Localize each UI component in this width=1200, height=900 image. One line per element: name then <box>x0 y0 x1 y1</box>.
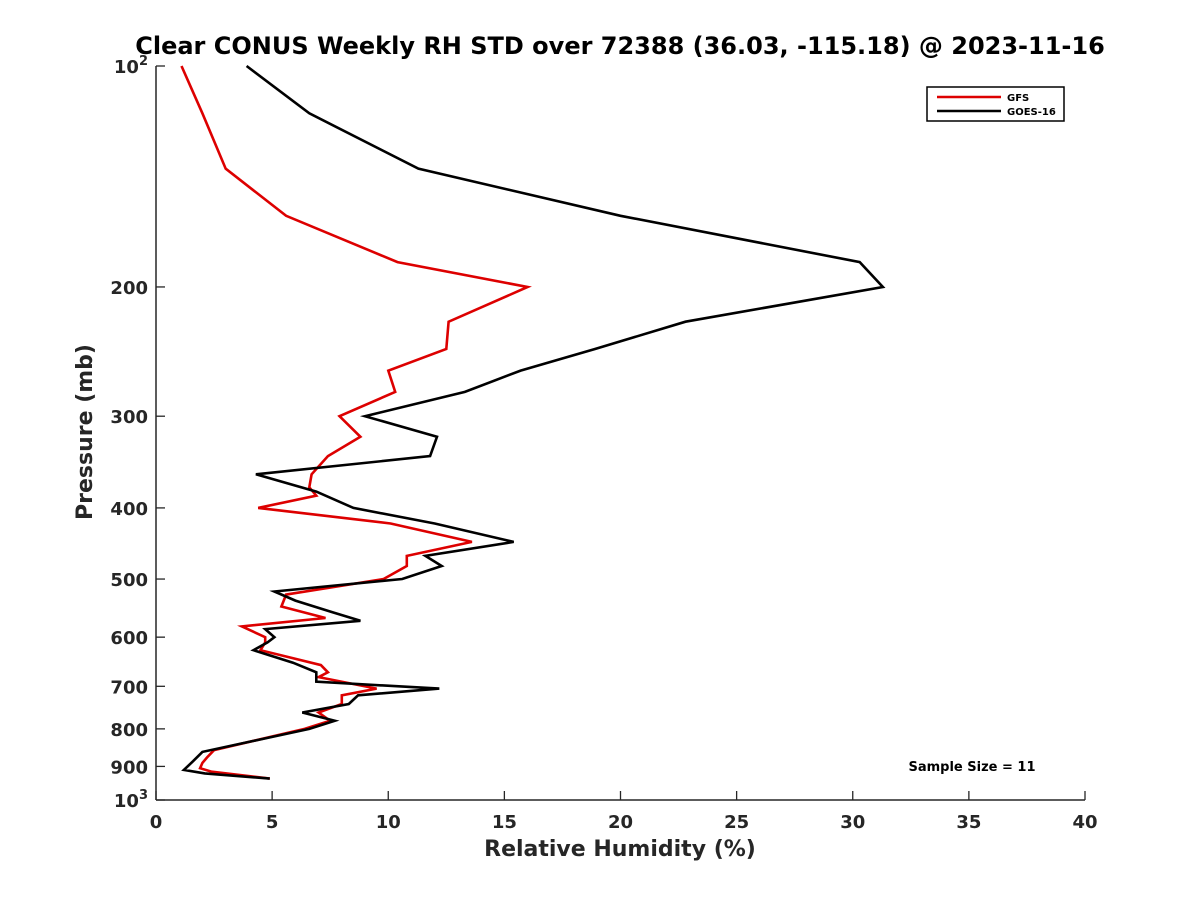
legend-label: GFS <box>1007 93 1029 104</box>
y-tick-label: 103 <box>114 788 148 812</box>
sample-size-annotation: Sample Size = 11 <box>908 760 1035 775</box>
x-tick-label: 5 <box>266 812 279 833</box>
series-layer <box>180 64 886 780</box>
axes-layer: 0 5 10 15 20 25 30 35 40 102 200 300 400 500 600 700 800… <box>110 54 1097 833</box>
legend-box <box>926 86 1065 122</box>
chart-title: Clear CONUS Weekly RH STD over 72388 (36… <box>135 32 1105 60</box>
legend-label: GOES-16 <box>1007 107 1056 118</box>
x-tick-label: 10 <box>376 812 401 833</box>
y-tick-label: 600 <box>110 628 148 649</box>
x-tick-label: 25 <box>724 812 749 833</box>
y-tick-label: 102 <box>114 54 148 78</box>
x-axis-label: Relative Humidity (%) <box>484 837 756 862</box>
y-tick-label: 200 <box>110 278 148 299</box>
x-tick-label: 30 <box>840 812 865 833</box>
y-tick-label: 900 <box>110 757 148 778</box>
y-tick-label: 800 <box>110 720 148 741</box>
x-tick-label: 20 <box>608 812 633 833</box>
y-tick-label: 400 <box>110 499 148 520</box>
series-line-goes-16 <box>181 64 886 780</box>
x-tick-label: 0 <box>150 812 163 833</box>
x-tick-label: 15 <box>492 812 517 833</box>
x-tick-label: 40 <box>1072 812 1097 833</box>
y-tick-label: 300 <box>110 407 148 428</box>
legend: GFS GOES-16 <box>926 86 1065 122</box>
x-tick-label: 35 <box>956 812 981 833</box>
y-axis-label: Pressure (mb) <box>73 344 98 520</box>
y-tick-label: 500 <box>110 570 148 591</box>
y-tick-label: 700 <box>110 677 148 698</box>
